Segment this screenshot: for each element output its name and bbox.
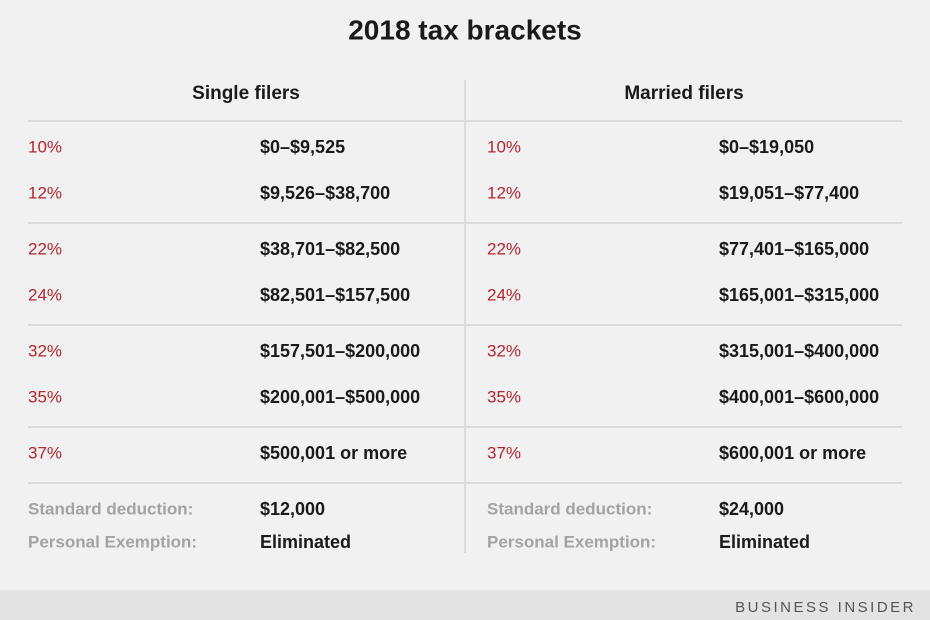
footer-logo: BUSINESS INSIDER bbox=[735, 599, 916, 616]
tax-rate: 32% bbox=[28, 341, 62, 360]
title: 2018 tax brackets bbox=[348, 14, 582, 45]
deduction-value: $12,000 bbox=[260, 499, 325, 519]
income-range: $400,001–$600,000 bbox=[719, 387, 879, 407]
tax-rate: 35% bbox=[28, 387, 62, 406]
income-range: $19,051–$77,400 bbox=[719, 183, 859, 203]
income-range: $600,001 or more bbox=[719, 443, 866, 463]
income-range: $165,001–$315,000 bbox=[719, 285, 879, 305]
footer-band bbox=[0, 590, 930, 620]
tax-rate: 37% bbox=[28, 443, 62, 462]
tax-rate: 12% bbox=[487, 183, 521, 202]
income-range: $9,526–$38,700 bbox=[260, 183, 390, 203]
income-range: $200,001–$500,000 bbox=[260, 387, 420, 407]
income-range: $77,401–$165,000 bbox=[719, 239, 869, 259]
tax-rate: 10% bbox=[487, 137, 521, 156]
tax-rate: 10% bbox=[28, 137, 62, 156]
income-range: $0–$19,050 bbox=[719, 137, 814, 157]
tax-rate: 22% bbox=[487, 239, 521, 258]
tax-rate: 24% bbox=[487, 285, 521, 304]
income-range: $315,001–$400,000 bbox=[719, 341, 879, 361]
tax-rate: 12% bbox=[28, 183, 62, 202]
tax-rate: 22% bbox=[28, 239, 62, 258]
income-range: $0–$9,525 bbox=[260, 137, 345, 157]
deduction-value: Eliminated bbox=[719, 532, 810, 552]
deduction-label: Personal Exemption: bbox=[28, 532, 197, 551]
deduction-label: Personal Exemption: bbox=[487, 532, 656, 551]
tax-rate: 32% bbox=[487, 341, 521, 360]
income-range: $157,501–$200,000 bbox=[260, 341, 420, 361]
deduction-label: Standard deduction: bbox=[28, 499, 193, 518]
tax-rate: 35% bbox=[487, 387, 521, 406]
income-range: $82,501–$157,500 bbox=[260, 285, 410, 305]
column-header: Single filers bbox=[192, 83, 300, 104]
income-range: $500,001 or more bbox=[260, 443, 407, 463]
tax-rate: 37% bbox=[487, 443, 521, 462]
income-range: $38,701–$82,500 bbox=[260, 239, 400, 259]
deduction-value: Eliminated bbox=[260, 532, 351, 552]
deduction-label: Standard deduction: bbox=[487, 499, 652, 518]
column-header: Married filers bbox=[624, 83, 743, 104]
tax-rate: 24% bbox=[28, 285, 62, 304]
deduction-value: $24,000 bbox=[719, 499, 784, 519]
